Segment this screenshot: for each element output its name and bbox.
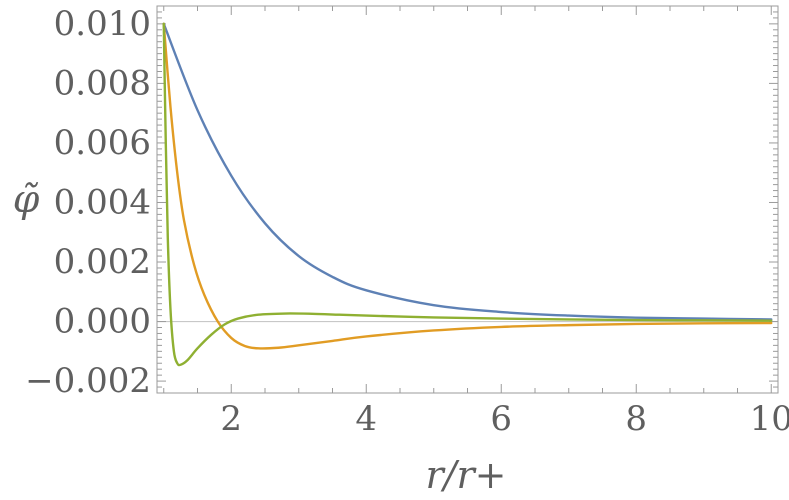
tick-labels: 2 4 6 8 10 −0.002 0.000 0.002 0.004 0.006 0.008 0.0… [25,4,789,439]
series-line-2 [162,22,773,350]
series-line-3 [162,22,773,367]
series-line-1 [162,22,773,321]
frame-border [156,5,779,394]
y-tick-label: 0.006 [54,123,151,163]
x-tick-label: 8 [625,399,647,439]
axis-ticks [157,6,778,394]
x-tick-label: 2 [220,399,242,439]
y-tick-label: 0.000 [54,302,151,342]
x-axis-label: r/r+ [426,453,507,497]
x-tick-label: 10 [750,399,789,439]
series-lines [162,22,773,367]
y-tick-label: 0.002 [54,242,151,282]
x-tick-label: 6 [490,399,512,439]
y-axis-label: φ̃ [13,177,40,221]
y-tick-label: −0.002 [25,361,151,401]
y-tick-label: 0.010 [54,4,151,44]
y-tick-label: 0.004 [54,182,151,222]
plot-frame [156,5,779,394]
x-tick-label: 4 [355,399,377,439]
y-tick-label: 0.008 [54,63,151,103]
